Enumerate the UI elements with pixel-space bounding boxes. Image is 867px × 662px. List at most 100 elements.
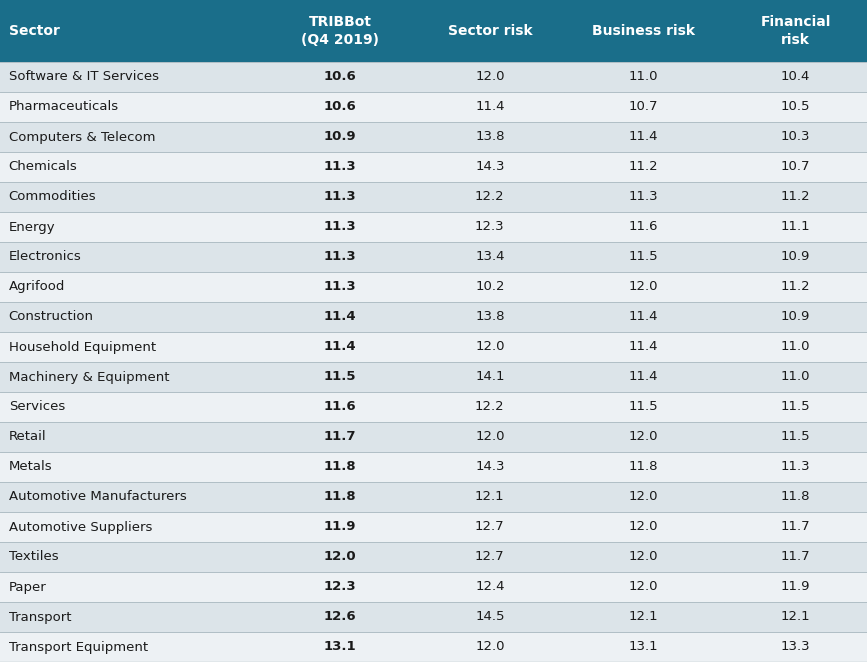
Bar bbox=[416, 212, 564, 242]
Bar bbox=[724, 362, 867, 392]
Text: 11.3: 11.3 bbox=[780, 461, 811, 473]
Bar bbox=[264, 422, 416, 452]
Bar bbox=[0, 452, 264, 482]
Text: 12.1: 12.1 bbox=[780, 610, 811, 624]
Text: 14.5: 14.5 bbox=[475, 610, 505, 624]
Text: 11.4: 11.4 bbox=[629, 371, 659, 383]
Bar bbox=[564, 212, 724, 242]
Bar bbox=[724, 512, 867, 542]
Text: 13.3: 13.3 bbox=[780, 641, 811, 653]
Bar bbox=[564, 572, 724, 602]
Text: 12.3: 12.3 bbox=[324, 581, 356, 594]
Text: 12.0: 12.0 bbox=[629, 581, 659, 594]
Text: 11.8: 11.8 bbox=[324, 461, 356, 473]
Bar bbox=[724, 332, 867, 362]
Bar bbox=[724, 572, 867, 602]
Bar bbox=[416, 62, 564, 92]
Bar bbox=[416, 512, 564, 542]
Bar bbox=[564, 182, 724, 212]
Text: 13.8: 13.8 bbox=[475, 310, 505, 324]
Text: Services: Services bbox=[9, 401, 65, 414]
Bar bbox=[724, 212, 867, 242]
Text: 11.8: 11.8 bbox=[629, 461, 659, 473]
Bar bbox=[0, 362, 264, 392]
Text: Paper: Paper bbox=[9, 581, 47, 594]
Bar bbox=[416, 272, 564, 302]
Bar bbox=[416, 362, 564, 392]
Bar bbox=[564, 122, 724, 152]
Bar bbox=[0, 632, 264, 662]
Text: 12.0: 12.0 bbox=[629, 551, 659, 563]
Bar bbox=[564, 482, 724, 512]
Bar bbox=[416, 482, 564, 512]
Bar bbox=[416, 602, 564, 632]
Text: 10.9: 10.9 bbox=[781, 310, 810, 324]
Text: 11.5: 11.5 bbox=[629, 250, 659, 263]
Bar bbox=[264, 182, 416, 212]
Text: 10.4: 10.4 bbox=[781, 70, 810, 83]
Text: 11.4: 11.4 bbox=[324, 310, 356, 324]
Bar bbox=[416, 0, 564, 62]
Bar bbox=[564, 302, 724, 332]
Text: 11.7: 11.7 bbox=[780, 520, 811, 534]
Bar bbox=[0, 152, 264, 182]
Bar bbox=[264, 452, 416, 482]
Bar bbox=[0, 302, 264, 332]
Bar bbox=[0, 512, 264, 542]
Text: 11.4: 11.4 bbox=[475, 101, 505, 113]
Bar bbox=[416, 332, 564, 362]
Text: 12.4: 12.4 bbox=[475, 581, 505, 594]
Text: 14.1: 14.1 bbox=[475, 371, 505, 383]
Text: TRIBBot
(Q4 2019): TRIBBot (Q4 2019) bbox=[302, 15, 379, 46]
Text: Pharmaceuticals: Pharmaceuticals bbox=[9, 101, 119, 113]
Text: Software & IT Services: Software & IT Services bbox=[9, 70, 159, 83]
Text: 10.3: 10.3 bbox=[780, 130, 811, 144]
Text: Sector: Sector bbox=[9, 24, 60, 38]
Bar bbox=[564, 332, 724, 362]
Text: 11.6: 11.6 bbox=[324, 401, 356, 414]
Bar bbox=[564, 452, 724, 482]
Text: Financial
risk: Financial risk bbox=[760, 15, 831, 46]
Bar bbox=[416, 122, 564, 152]
Bar bbox=[416, 632, 564, 662]
Bar bbox=[724, 62, 867, 92]
Bar bbox=[416, 242, 564, 272]
Bar bbox=[724, 182, 867, 212]
Text: Metals: Metals bbox=[9, 461, 52, 473]
Bar bbox=[416, 572, 564, 602]
Bar bbox=[416, 392, 564, 422]
Bar bbox=[724, 482, 867, 512]
Text: 11.0: 11.0 bbox=[780, 340, 811, 354]
Text: Business risk: Business risk bbox=[592, 24, 695, 38]
Text: 11.7: 11.7 bbox=[780, 551, 811, 563]
Text: Machinery & Equipment: Machinery & Equipment bbox=[9, 371, 169, 383]
Bar bbox=[0, 92, 264, 122]
Text: Household Equipment: Household Equipment bbox=[9, 340, 156, 354]
Text: 10.5: 10.5 bbox=[780, 101, 811, 113]
Text: Automotive Manufacturers: Automotive Manufacturers bbox=[9, 491, 186, 504]
Bar bbox=[264, 572, 416, 602]
Text: 12.0: 12.0 bbox=[629, 430, 659, 444]
Text: 11.3: 11.3 bbox=[324, 191, 356, 203]
Text: 11.4: 11.4 bbox=[629, 310, 659, 324]
Text: Commodities: Commodities bbox=[9, 191, 96, 203]
Text: 12.0: 12.0 bbox=[629, 491, 659, 504]
Bar bbox=[564, 62, 724, 92]
Bar bbox=[724, 152, 867, 182]
Bar bbox=[724, 392, 867, 422]
Bar bbox=[264, 392, 416, 422]
Bar bbox=[0, 482, 264, 512]
Text: 11.9: 11.9 bbox=[780, 581, 811, 594]
Bar bbox=[0, 572, 264, 602]
Bar bbox=[416, 182, 564, 212]
Bar bbox=[0, 242, 264, 272]
Bar bbox=[564, 392, 724, 422]
Text: 10.9: 10.9 bbox=[781, 250, 810, 263]
Bar bbox=[264, 602, 416, 632]
Bar bbox=[264, 242, 416, 272]
Bar bbox=[564, 422, 724, 452]
Text: Retail: Retail bbox=[9, 430, 46, 444]
Text: 11.3: 11.3 bbox=[629, 191, 659, 203]
Text: 13.4: 13.4 bbox=[475, 250, 505, 263]
Text: 11.8: 11.8 bbox=[780, 491, 811, 504]
